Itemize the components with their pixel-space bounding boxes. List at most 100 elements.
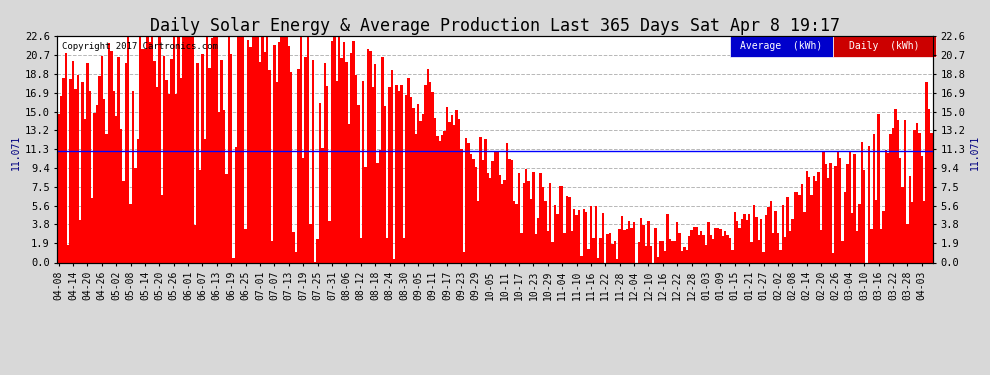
Bar bbox=[875, 200, 877, 262]
Bar bbox=[312, 60, 314, 262]
Bar bbox=[230, 54, 233, 262]
Bar bbox=[455, 110, 457, 262]
Bar bbox=[235, 147, 238, 262]
Bar bbox=[666, 214, 669, 262]
Bar bbox=[261, 36, 263, 262]
Bar bbox=[916, 123, 918, 262]
Bar bbox=[815, 181, 818, 262]
Bar bbox=[693, 227, 695, 262]
Bar bbox=[359, 238, 362, 262]
Bar bbox=[558, 186, 561, 262]
Bar bbox=[813, 176, 815, 262]
Bar bbox=[477, 201, 479, 262]
Bar bbox=[923, 201, 926, 262]
Bar bbox=[371, 87, 374, 262]
Bar bbox=[633, 222, 636, 262]
Bar bbox=[700, 231, 702, 262]
Bar bbox=[147, 36, 148, 262]
Bar bbox=[434, 118, 437, 262]
Bar bbox=[127, 36, 130, 262]
Bar bbox=[592, 238, 595, 262]
Bar bbox=[641, 218, 643, 262]
Bar bbox=[506, 144, 508, 262]
Bar bbox=[631, 228, 633, 262]
Bar bbox=[741, 219, 743, 262]
Bar bbox=[72, 62, 74, 262]
Bar bbox=[196, 63, 199, 262]
Text: 11.071: 11.071 bbox=[969, 134, 979, 170]
Bar bbox=[427, 69, 429, 262]
Bar bbox=[855, 231, 858, 262]
Bar bbox=[781, 205, 784, 262]
Bar bbox=[338, 36, 341, 262]
Bar bbox=[448, 122, 450, 262]
Bar bbox=[791, 219, 794, 262]
Bar bbox=[379, 150, 381, 262]
Bar bbox=[503, 180, 506, 262]
Bar bbox=[599, 238, 602, 262]
Bar bbox=[329, 221, 331, 262]
Bar bbox=[84, 119, 86, 262]
Bar bbox=[457, 118, 460, 262]
Bar bbox=[238, 36, 240, 262]
Bar bbox=[189, 36, 192, 262]
Bar bbox=[442, 135, 444, 262]
Bar bbox=[381, 57, 383, 262]
Bar bbox=[760, 219, 762, 262]
Bar bbox=[877, 114, 880, 262]
Bar bbox=[602, 213, 604, 262]
Bar bbox=[98, 76, 101, 262]
Bar bbox=[520, 232, 523, 262]
Bar bbox=[705, 245, 707, 262]
Bar bbox=[393, 259, 395, 262]
Bar bbox=[167, 94, 170, 262]
Bar bbox=[150, 36, 153, 262]
Bar bbox=[412, 108, 415, 262]
Bar bbox=[93, 113, 96, 262]
Bar bbox=[772, 233, 774, 262]
Bar bbox=[266, 36, 268, 262]
Bar bbox=[673, 242, 676, 262]
Bar bbox=[870, 229, 872, 262]
Bar bbox=[64, 53, 67, 262]
Bar bbox=[764, 215, 767, 262]
Bar bbox=[582, 209, 585, 262]
FancyBboxPatch shape bbox=[730, 36, 833, 57]
Bar bbox=[698, 235, 700, 262]
Bar bbox=[533, 172, 535, 262]
Bar bbox=[410, 97, 412, 262]
Bar bbox=[425, 85, 427, 262]
Bar bbox=[494, 152, 496, 262]
Bar bbox=[894, 109, 897, 262]
Bar bbox=[491, 161, 494, 262]
Bar bbox=[462, 252, 465, 262]
Bar bbox=[199, 170, 201, 262]
Bar bbox=[563, 233, 565, 262]
Bar bbox=[153, 61, 155, 262]
Bar bbox=[904, 120, 906, 262]
Bar bbox=[341, 58, 343, 262]
Bar bbox=[580, 256, 582, 262]
Bar bbox=[590, 206, 592, 262]
Bar bbox=[537, 218, 540, 262]
Bar bbox=[76, 75, 79, 262]
Bar bbox=[832, 253, 835, 262]
Bar bbox=[619, 229, 621, 262]
Bar bbox=[556, 214, 558, 262]
Bar bbox=[842, 241, 843, 262]
Bar bbox=[585, 212, 587, 262]
Bar bbox=[386, 237, 388, 262]
Bar bbox=[334, 36, 336, 262]
Bar bbox=[928, 109, 931, 262]
Bar bbox=[551, 242, 553, 262]
Bar bbox=[530, 199, 533, 262]
Bar bbox=[914, 130, 916, 262]
Bar bbox=[868, 147, 870, 262]
Bar bbox=[739, 228, 741, 262]
Bar bbox=[158, 36, 160, 262]
Bar bbox=[182, 36, 184, 262]
Bar bbox=[59, 96, 62, 262]
Bar bbox=[540, 173, 542, 262]
Bar bbox=[553, 205, 556, 262]
Bar bbox=[609, 234, 611, 262]
